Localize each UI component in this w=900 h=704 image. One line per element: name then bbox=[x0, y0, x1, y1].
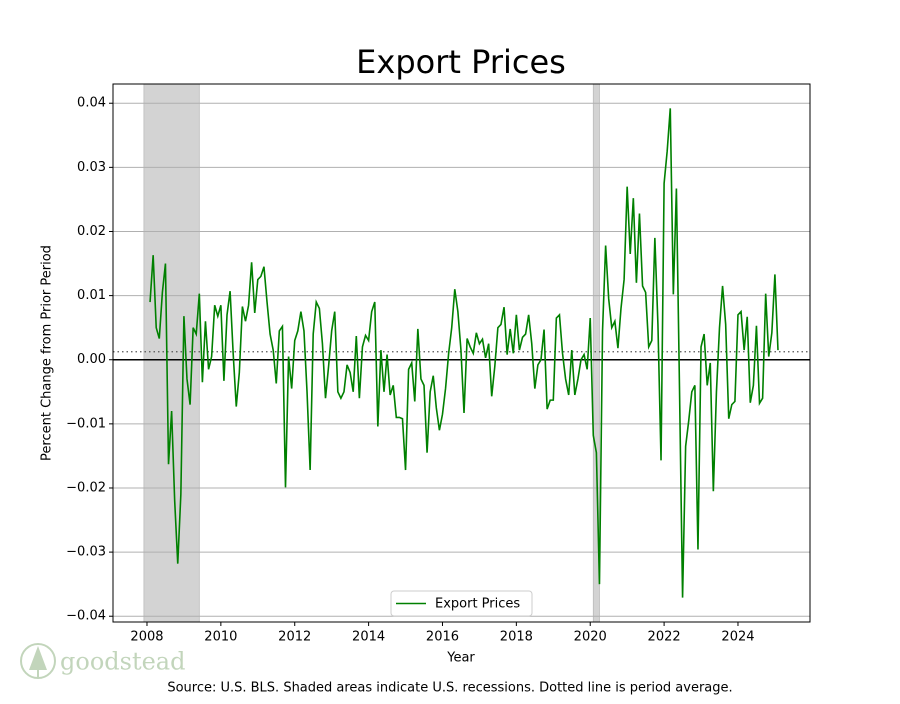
x-axis-label: Year bbox=[446, 651, 475, 666]
y-tick-label: 0.00 bbox=[77, 352, 106, 367]
x-tick-label: 2018 bbox=[500, 630, 533, 645]
watermark-logo: goodstead bbox=[20, 643, 185, 679]
watermark: goodstead bbox=[60, 648, 185, 676]
x-tick-label: 2014 bbox=[352, 630, 385, 645]
y-tick-label: −0.03 bbox=[66, 545, 106, 560]
legend: Export Prices bbox=[390, 590, 533, 617]
legend-label: Export Prices bbox=[435, 597, 520, 612]
recession-band bbox=[143, 83, 200, 623]
plot-frame bbox=[112, 83, 811, 623]
x-tick-label: 2020 bbox=[574, 630, 607, 645]
x-tick-label: 2012 bbox=[278, 630, 311, 645]
legend-box bbox=[390, 590, 533, 617]
y-tick-label: 0.03 bbox=[77, 160, 106, 175]
x-tick-label: 2024 bbox=[721, 630, 754, 645]
y-tick-label: −0.01 bbox=[66, 416, 106, 431]
y-tick-label: 0.01 bbox=[77, 288, 106, 303]
y-tick-label: −0.02 bbox=[66, 480, 106, 495]
chart-title: Export Prices bbox=[356, 43, 566, 81]
series-line bbox=[149, 108, 779, 598]
x-tick-label: 2016 bbox=[426, 630, 459, 645]
y-axis-label: Percent Change from Prior Period bbox=[40, 245, 55, 461]
y-tick-label: −0.04 bbox=[66, 609, 106, 624]
x-tick-label: 2022 bbox=[648, 630, 681, 645]
x-tick-label: 2010 bbox=[204, 630, 237, 645]
source-note: Source: U.S. BLS. Shaded areas indicate … bbox=[167, 681, 732, 696]
y-tick-label: 0.02 bbox=[77, 224, 106, 239]
x-tick-label: 2008 bbox=[130, 630, 163, 645]
y-tick-label: 0.04 bbox=[77, 96, 106, 111]
